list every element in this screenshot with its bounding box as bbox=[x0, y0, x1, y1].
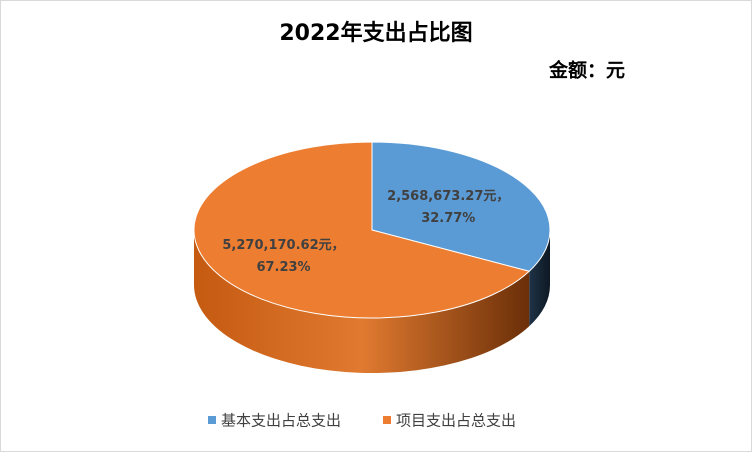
legend: 基本支出占总支出 项目支出占总支出 bbox=[208, 412, 516, 430]
data-label: 2,568,673.27元， bbox=[387, 189, 509, 204]
data-label: 67.23% bbox=[256, 260, 310, 275]
pie-side bbox=[194, 230, 530, 373]
chart-title: 2022年支出占比图 bbox=[279, 20, 472, 46]
pie-slice bbox=[371, 141, 551, 272]
pie: 2,568,673.27元， 32.77% 5,270,170.62元， 67.23% bbox=[193, 141, 551, 373]
data-label: 32.77% bbox=[421, 211, 475, 226]
legend-swatch bbox=[208, 416, 216, 424]
legend-label: 项目支出占总支出 bbox=[396, 412, 516, 430]
legend-swatch bbox=[383, 416, 391, 424]
pie-slice bbox=[193, 141, 531, 319]
legend-label: 基本支出占总支出 bbox=[221, 412, 341, 430]
chart-subtitle: 金额：元 bbox=[548, 59, 625, 82]
data-label: 5,270,170.62元， bbox=[222, 238, 344, 253]
pie-side bbox=[529, 230, 550, 327]
